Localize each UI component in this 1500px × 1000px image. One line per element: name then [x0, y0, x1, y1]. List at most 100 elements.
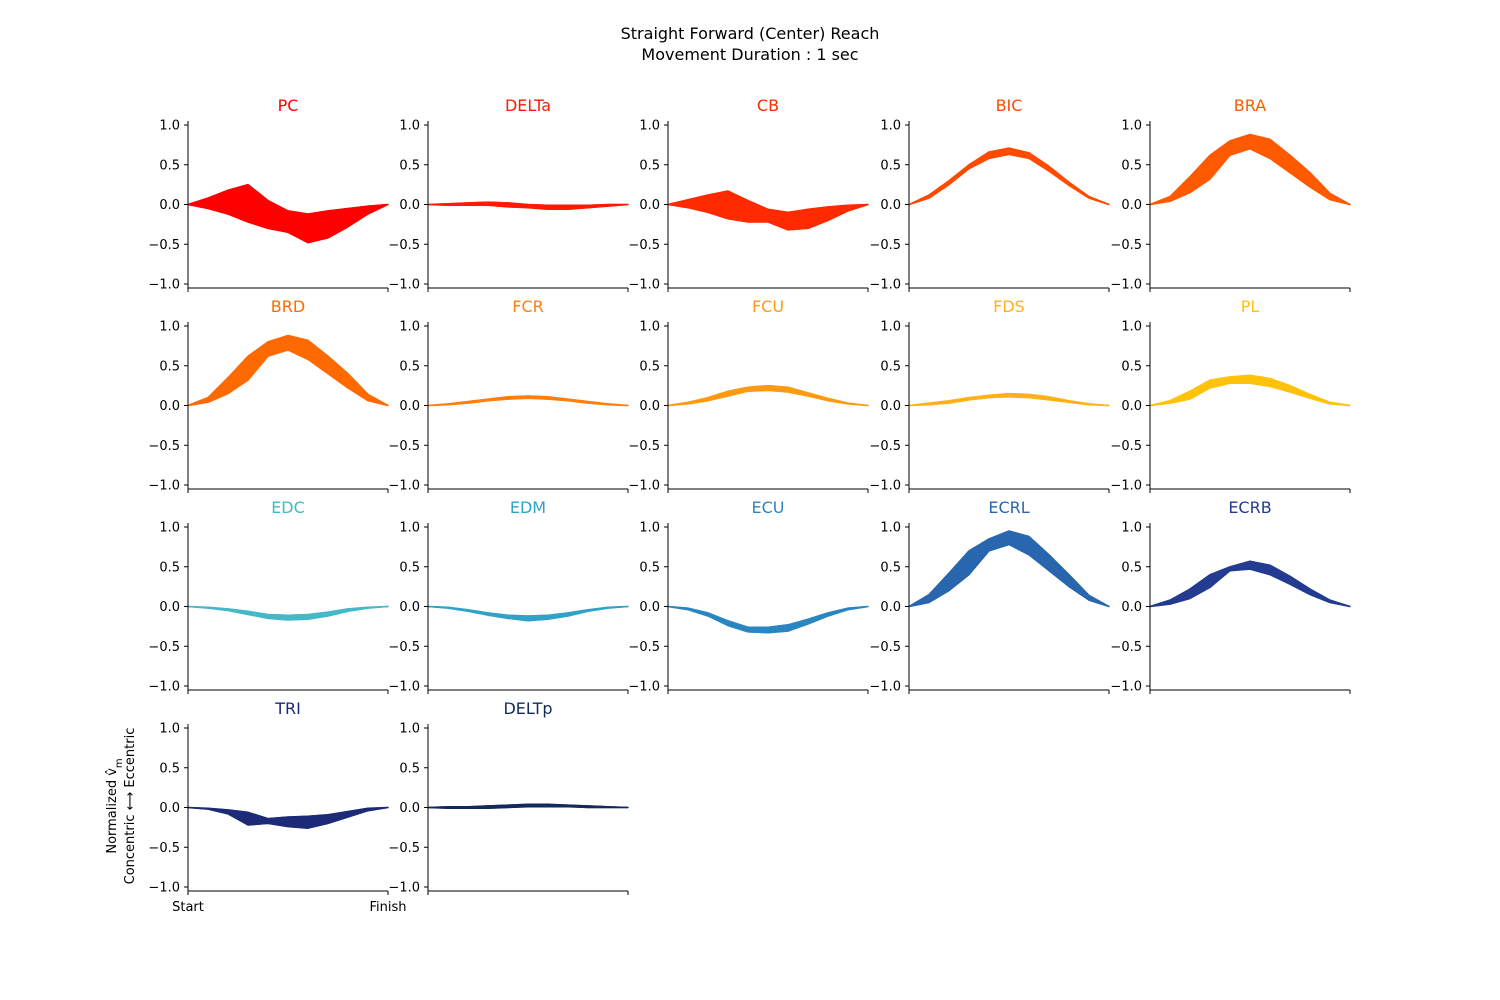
y-tick-label: 0.0 [399, 198, 420, 213]
y-tick-label: 1.0 [399, 722, 420, 737]
y-tick-label: 1.0 [159, 722, 180, 737]
y-tick-label: −0.5 [869, 238, 901, 253]
y-tick-label: 1.0 [399, 521, 420, 536]
series-lower-ecu [667, 605, 869, 634]
panel-cb: CB 1.0 0.5 0.0 −0.5 −1.0 [628, 96, 869, 293]
series-upper-cb [667, 190, 869, 214]
y-tick-label: 0.0 [1121, 600, 1142, 615]
y-tick-label: −1.0 [148, 479, 180, 494]
series-upper-fcr [427, 395, 629, 407]
panel-title-edc: EDC [271, 498, 305, 517]
y-tick-label: −0.5 [148, 238, 180, 253]
series-upper-edc [187, 605, 389, 616]
series-upper-fds [908, 392, 1110, 407]
y-tick-label: 0.0 [880, 600, 901, 615]
y-tick-label: −0.5 [869, 640, 901, 655]
series-lower-ecrb [1149, 568, 1351, 608]
panel-fds: FDS 1.0 0.5 0.0 −0.5 −1.0 [869, 297, 1110, 494]
y-tick-label: 0.5 [1121, 158, 1142, 173]
y-tick-label: −1.0 [1110, 680, 1142, 695]
y-tick-label: 0.5 [399, 560, 420, 575]
y-tick-label: −1.0 [1110, 278, 1142, 293]
y-tick-label: 0.0 [639, 600, 660, 615]
y-tick-label: 0.0 [639, 399, 660, 414]
panel-edm: EDM 1.0 0.5 0.0 −0.5 −1.0 [388, 498, 629, 695]
panel-title-bra: BRA [1234, 96, 1266, 115]
series-upper-bra [1149, 133, 1351, 206]
y-tick-label: −0.5 [1110, 640, 1142, 655]
y-tick-label: 0.5 [399, 761, 420, 776]
panel-deltp: DELTp 1.0 0.5 0.0 −0.5 −1.0 [388, 699, 629, 896]
figure-title-line2: Movement Duration : 1 sec [641, 45, 858, 64]
series-lower-bic [908, 153, 1110, 206]
band-tri [187, 806, 389, 829]
panel-title-pc: PC [278, 96, 299, 115]
series-upper-bic [908, 147, 1110, 206]
y-tick-label: −0.5 [1110, 439, 1142, 454]
panel-title-ecrb: ECRB [1228, 498, 1271, 517]
y-axis-label-line2: Concentric ⟷ Eccentric [123, 728, 138, 885]
y-tick-label: −1.0 [869, 680, 901, 695]
y-tick-label: 0.5 [880, 158, 901, 173]
x-start-label: Start [172, 900, 204, 915]
y-tick-label: 1.0 [159, 320, 180, 335]
y-tick-label: −0.5 [628, 640, 660, 655]
y-tick-label: −1.0 [388, 680, 420, 695]
y-tick-label: 0.5 [399, 359, 420, 374]
y-tick-label: 0.0 [159, 600, 180, 615]
y-tick-label: 0.5 [1121, 359, 1142, 374]
series-upper-delta [427, 201, 628, 206]
y-tick-label: 1.0 [639, 119, 660, 134]
y-tick-label: 0.5 [159, 560, 180, 575]
panel-tri: TRI 1.0 0.5 0.0 −0.5 −1.0 [148, 699, 389, 896]
panel-title-deltp: DELTp [503, 699, 552, 718]
panel-title-brd: BRD [271, 297, 305, 316]
series-upper-fcu [667, 384, 869, 407]
y-tick-label: 0.5 [159, 761, 180, 776]
y-tick-label: 1.0 [639, 521, 660, 536]
panel-title-fcr: FCR [512, 297, 544, 316]
panel-title-bic: BIC [996, 96, 1023, 115]
y-tick-label: 0.5 [399, 158, 420, 173]
y-tick-label: −0.5 [388, 841, 420, 856]
y-tick-label: 0.0 [880, 198, 901, 213]
series-lower-fcu [667, 389, 869, 407]
y-tick-label: −1.0 [628, 680, 660, 695]
y-tick-label: −1.0 [869, 278, 901, 293]
band-ecrl [908, 530, 1110, 608]
y-tick-label: −1.0 [869, 479, 901, 494]
y-tick-label: 0.0 [159, 198, 180, 213]
y-tick-label: 1.0 [1121, 521, 1142, 536]
series-upper-deltp [427, 803, 629, 809]
panel-title-fds: FDS [993, 297, 1025, 316]
y-tick-label: 0.5 [1121, 560, 1142, 575]
y-tick-label: 0.0 [1121, 198, 1142, 213]
series-upper-pc [187, 183, 389, 215]
y-tick-label: −1.0 [628, 479, 660, 494]
band-pc [187, 183, 389, 244]
series-lower-bra [1149, 148, 1351, 206]
series-upper-edm [427, 605, 629, 617]
panel-brd: BRD 1.0 0.5 0.0 −0.5 −1.0 [148, 297, 389, 494]
y-tick-label: −1.0 [148, 278, 180, 293]
panel-ecu: ECU 1.0 0.5 0.0 −0.5 −1.0 [628, 498, 869, 695]
series-upper-ecu [667, 605, 869, 628]
panel-fcu: FCU 1.0 0.5 0.0 −0.5 −1.0 [628, 297, 869, 494]
series-lower-fcr [427, 397, 629, 407]
y-tick-label: −1.0 [1110, 479, 1142, 494]
y-tick-label: 1.0 [159, 521, 180, 536]
panel-ecrb: ECRB 1.0 0.5 0.0 −0.5 −1.0 [1110, 498, 1351, 695]
panel-title-fcu: FCU [752, 297, 784, 316]
y-tick-label: 0.5 [159, 158, 180, 173]
y-tick-label: −0.5 [148, 439, 180, 454]
y-tick-label: 0.0 [880, 399, 901, 414]
x-finish-label: Finish [369, 900, 406, 915]
series-lower-cb [667, 203, 869, 231]
panel-fcr: FCR 1.0 0.5 0.0 −0.5 −1.0 [388, 297, 629, 494]
y-tick-label: −0.5 [388, 640, 420, 655]
panel-edc: EDC 1.0 0.5 0.0 −0.5 −1.0 [148, 498, 389, 695]
y-tick-label: −0.5 [628, 238, 660, 253]
y-tick-label: 1.0 [399, 119, 420, 134]
y-axis-label-subscript: m [114, 758, 125, 768]
y-tick-label: −0.5 [388, 238, 420, 253]
